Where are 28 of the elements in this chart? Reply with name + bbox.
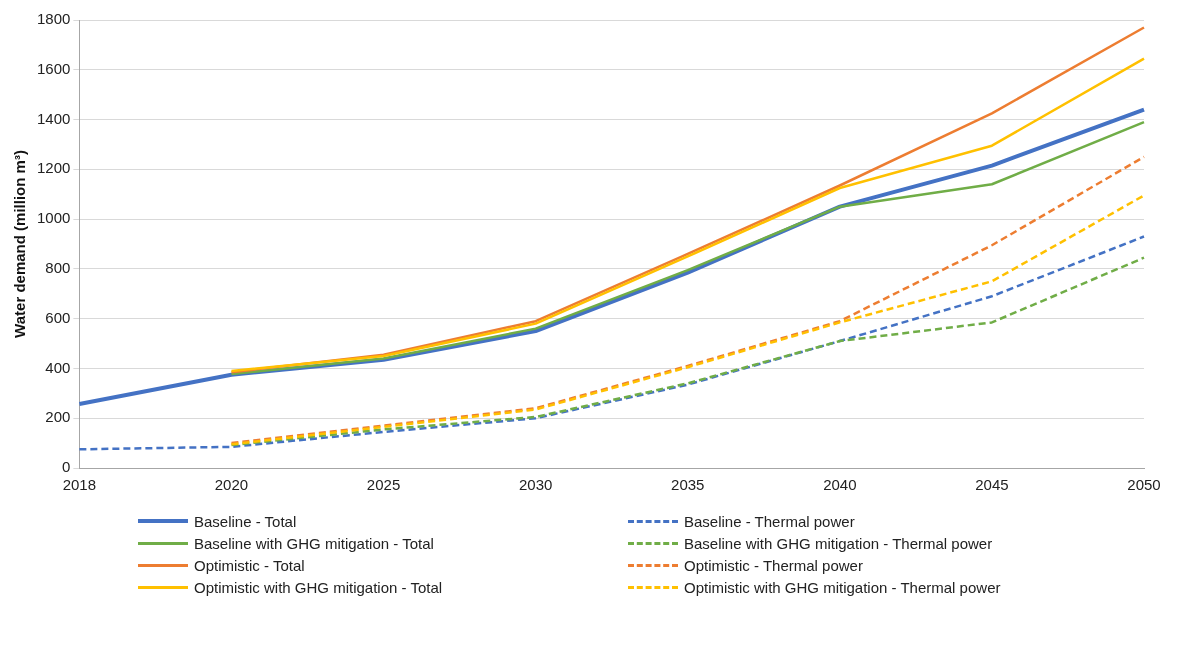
x-tick-label: 2025 xyxy=(366,476,401,494)
line-series xyxy=(230,256,1146,447)
x-tick-label: 2018 xyxy=(62,476,97,494)
y-axis-title: Water demand (million m³) xyxy=(11,150,29,338)
legend-label: Optimistic - Total xyxy=(194,556,305,574)
x-tick-label: 2040 xyxy=(823,476,857,494)
x-tick-label: 2035 xyxy=(671,476,705,494)
y-tick-label: 1600 xyxy=(36,59,71,77)
y-tick-label: 1800 xyxy=(36,10,71,28)
legend-label: Baseline with GHG mitigation - Total xyxy=(194,534,434,552)
x-tick-label: 2030 xyxy=(518,476,553,494)
legend-label: Baseline - Thermal power xyxy=(684,512,855,530)
y-tick-label: 1400 xyxy=(36,109,71,127)
legend-label: Optimistic with GHG mitigation - Thermal power xyxy=(684,578,1001,596)
legend-label: Optimistic with GHG mitigation - Total xyxy=(194,578,443,596)
y-tick-label: 600 xyxy=(45,308,71,326)
x-tick-label: 2045 xyxy=(975,476,1009,494)
y-tick-label: 1000 xyxy=(36,209,71,227)
x-tick-label: 2050 xyxy=(1127,476,1161,494)
y-tick-label: 200 xyxy=(45,408,71,426)
y-tick-label: 1200 xyxy=(36,159,71,177)
y-tick-label: 800 xyxy=(45,259,71,277)
x-tick-label: 2020 xyxy=(214,476,249,494)
legend-label: Baseline with GHG mitigation - Thermal power xyxy=(684,534,993,552)
y-tick-label: 0 xyxy=(62,458,71,476)
legend-label: Optimistic - Thermal power xyxy=(684,556,863,574)
legend-label: Baseline - Total xyxy=(194,512,297,530)
y-tick-label: 400 xyxy=(45,358,71,376)
